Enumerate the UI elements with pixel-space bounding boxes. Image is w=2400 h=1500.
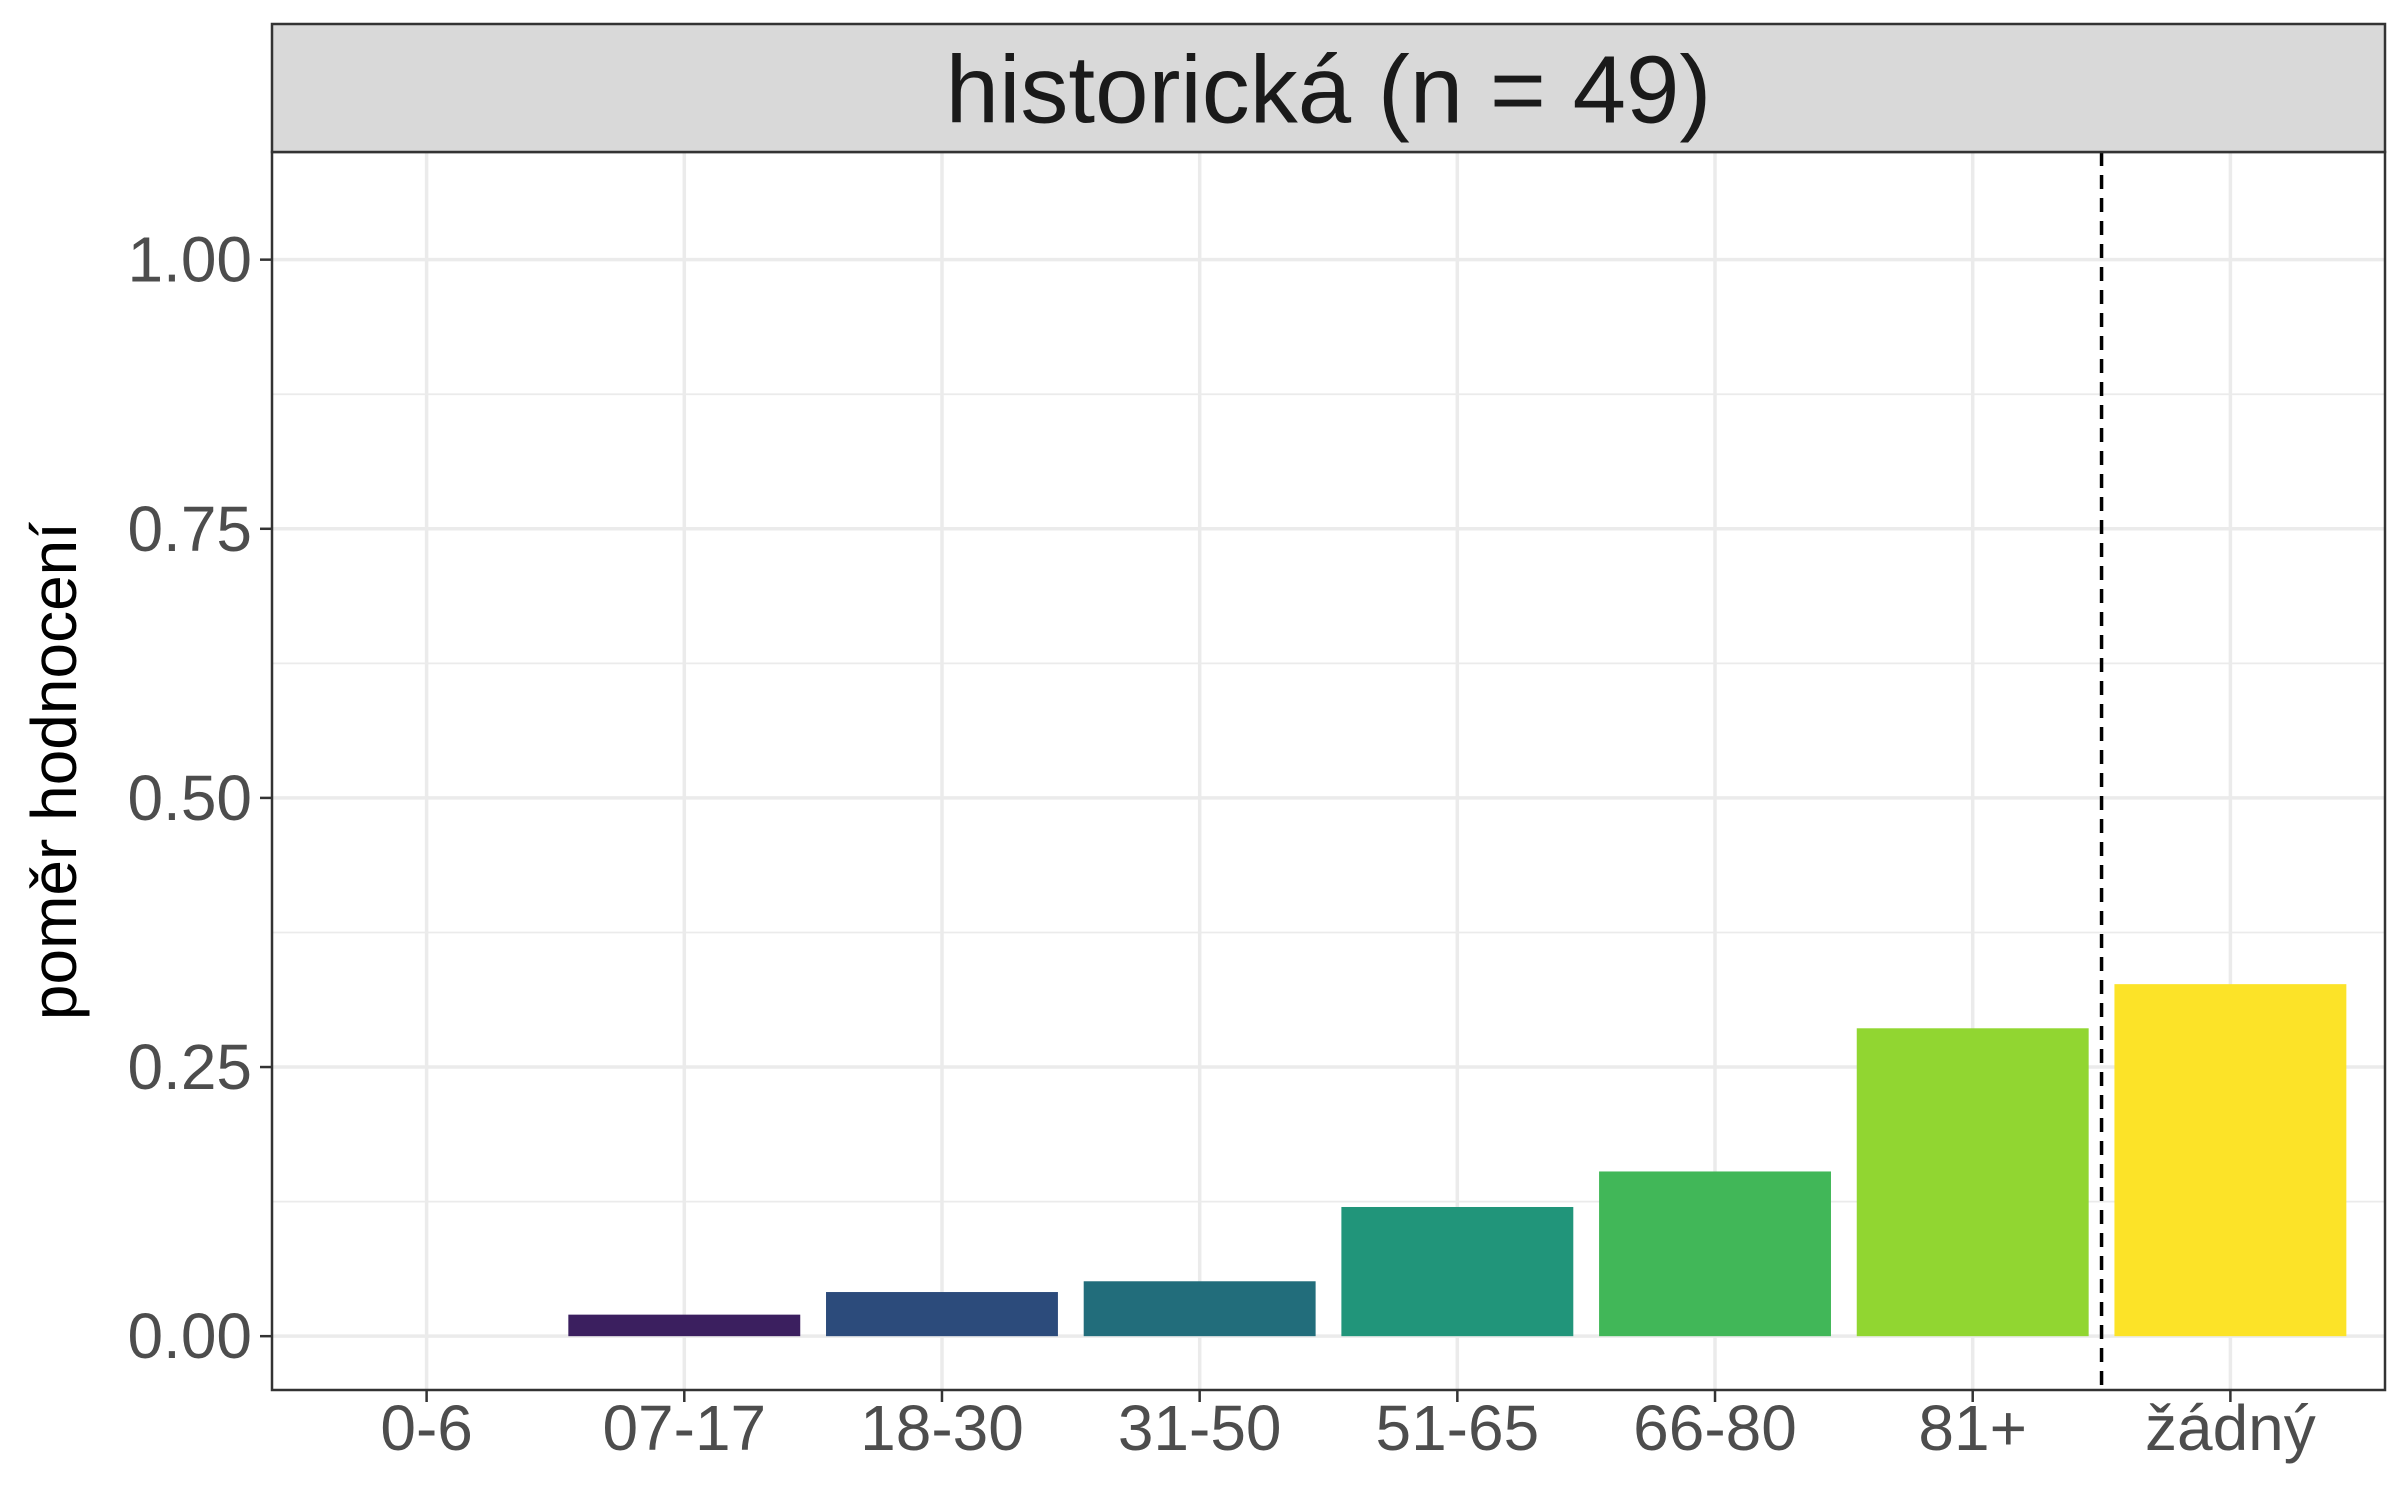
facet-title: historická (n = 49) <box>946 37 1712 144</box>
y-tick-label: 0.50 <box>127 762 252 834</box>
bar-51-65 <box>1341 1206 1574 1337</box>
x-tick-label: 0-6 <box>380 1392 473 1464</box>
y-axis: 0.00 0.25 0.50 0.75 1.00 <box>127 224 272 1372</box>
bar-81+ <box>1856 1028 2089 1337</box>
x-tick-label: 18-30 <box>860 1392 1024 1464</box>
bar-31-50 <box>1083 1281 1316 1337</box>
x-tick-label: žádný <box>2145 1392 2316 1464</box>
y-tick-label: 0.25 <box>127 1031 252 1103</box>
x-tick-label: 51-65 <box>1375 1392 1539 1464</box>
y-tick-label: 0.75 <box>127 493 252 565</box>
bar-žádný <box>2114 984 2347 1337</box>
x-tick-label: 31-50 <box>1118 1392 1282 1464</box>
x-tick-label: 07-17 <box>602 1392 766 1464</box>
x-tick-label: 81+ <box>1918 1392 2027 1464</box>
facet-strip <box>270 22 2387 154</box>
bar-66-80 <box>1599 1171 1831 1337</box>
x-tick-label: 66-80 <box>1633 1392 1797 1464</box>
bar-18-30 <box>826 1292 1058 1337</box>
y-axis-title: poměr hodnocení <box>18 522 90 1020</box>
y-tick-label: 1.00 <box>127 224 252 296</box>
gridlines <box>272 152 2385 1390</box>
x-axis: 0-6 07-17 18-30 31-50 51-65 66-80 81+ žádný <box>380 1390 2316 1464</box>
bar-07-17 <box>568 1314 801 1337</box>
bars <box>568 984 2347 1337</box>
y-tick-label: 0.00 <box>127 1300 252 1372</box>
